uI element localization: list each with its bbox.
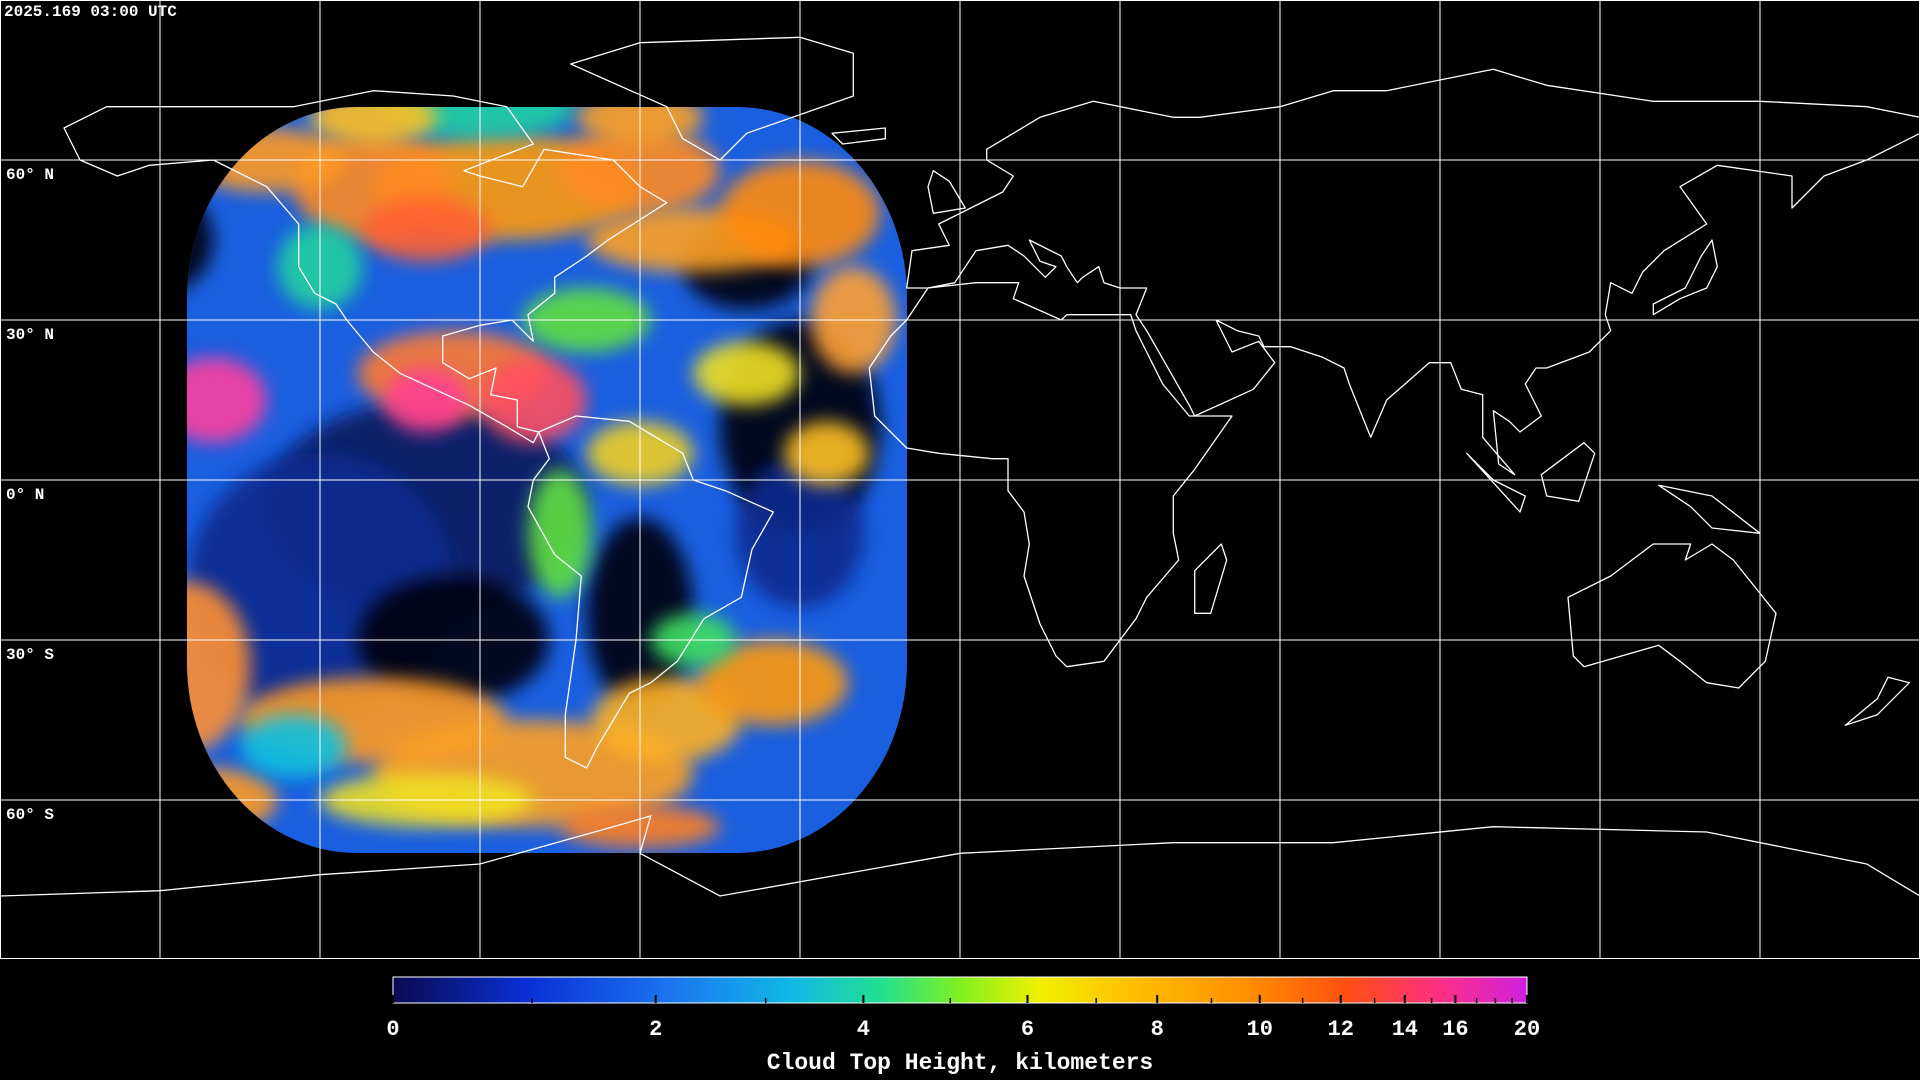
coastline [868,282,1233,668]
cloud-blob [187,581,251,753]
cloud-blob [784,421,870,486]
colorbar [392,976,1528,1004]
coastline [1466,452,1526,513]
cloud-blob [362,197,491,262]
latitude-label: 30° N [6,326,54,344]
cloud-blob [693,341,801,406]
latitude-label: 0° N [6,486,44,504]
coastline [1652,239,1718,316]
cloud-blob [187,357,267,443]
coastline [1540,442,1596,502]
graticule: 60° N 30° N 0° N 30° S 60° S [0,0,1920,958]
coastline [0,815,1920,897]
latitude-label: 60° S [6,806,54,824]
colorbar-tick-label: 6 [1021,1017,1034,1042]
cloud-blob [384,368,470,432]
coastline [906,68,1920,476]
colorbar-tick-label: 14 [1392,1017,1418,1042]
timestamp: 2025.169 03:00 UTC [4,3,177,21]
colorbar-tick-label: 16 [1442,1017,1468,1042]
latitude-label: 60° N [6,166,54,184]
coastline [1844,676,1910,726]
coastline [63,90,668,444]
cloud-blob [592,677,742,763]
cloud-blob [309,107,438,145]
coastline [1567,543,1777,689]
cloud-blob [479,357,587,443]
colorbar-tick-label: 0 [386,1017,399,1042]
colorbar-tick-label: 4 [857,1017,870,1042]
cloud-blob [240,714,347,779]
coastline [1658,484,1761,534]
colorbar-tick-label: 12 [1328,1017,1354,1042]
colorbar-tick-label: 10 [1247,1017,1273,1042]
colorbar-axis: 0 2 4 6 8 10 12 14 16 20 [386,995,1540,1042]
colorbar-tick-label: 2 [649,1017,662,1042]
colorbar-tick-label: 8 [1151,1017,1164,1042]
coastline [1194,543,1228,614]
colorbar-title: Cloud Top Height, kilometers [767,1050,1153,1076]
latitude-label: 30° S [6,646,54,664]
colorbar-tick-label: 20 [1514,1017,1540,1042]
coastline [831,127,886,145]
cloud-blob [528,469,592,598]
cloud-imagery [187,107,907,853]
cloud-blob [698,640,848,726]
